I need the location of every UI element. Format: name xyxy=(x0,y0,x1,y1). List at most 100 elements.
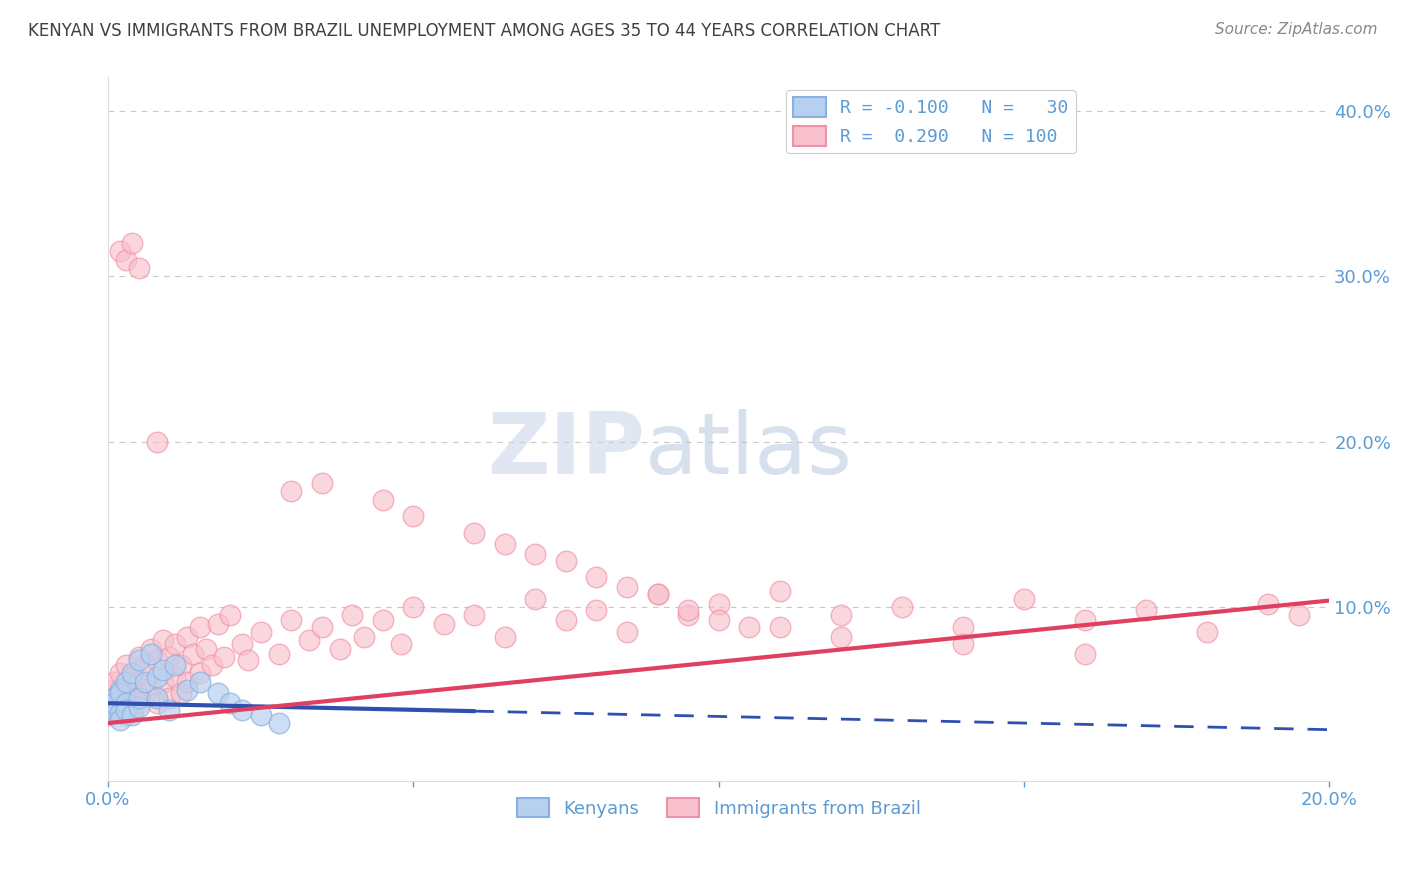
Point xyxy=(524,591,547,606)
Point xyxy=(115,658,138,673)
Point xyxy=(1135,603,1157,617)
Point xyxy=(952,620,974,634)
Point xyxy=(128,699,150,714)
Point xyxy=(585,603,607,617)
Point xyxy=(1074,614,1097,628)
Point xyxy=(329,641,352,656)
Point xyxy=(108,666,131,681)
Point xyxy=(139,647,162,661)
Point xyxy=(555,554,578,568)
Point xyxy=(121,666,143,681)
Point xyxy=(115,252,138,267)
Point xyxy=(616,580,638,594)
Point xyxy=(1074,647,1097,661)
Text: Source: ZipAtlas.com: Source: ZipAtlas.com xyxy=(1215,22,1378,37)
Point xyxy=(157,649,180,664)
Point xyxy=(188,620,211,634)
Point xyxy=(139,680,162,694)
Point xyxy=(103,696,125,710)
Point xyxy=(121,670,143,684)
Point xyxy=(433,616,456,631)
Point xyxy=(134,658,156,673)
Point xyxy=(121,691,143,706)
Point xyxy=(952,637,974,651)
Point xyxy=(128,696,150,710)
Point xyxy=(238,653,260,667)
Point xyxy=(231,637,253,651)
Point xyxy=(249,707,271,722)
Point xyxy=(769,620,792,634)
Point xyxy=(97,707,120,722)
Point xyxy=(738,620,761,634)
Point xyxy=(371,614,394,628)
Point xyxy=(165,658,187,673)
Point xyxy=(115,674,138,689)
Point xyxy=(170,686,193,700)
Point xyxy=(769,583,792,598)
Point xyxy=(108,706,131,720)
Point xyxy=(280,614,302,628)
Point xyxy=(108,682,131,697)
Point xyxy=(128,674,150,689)
Point xyxy=(267,716,290,731)
Point xyxy=(157,703,180,717)
Point xyxy=(342,608,364,623)
Point xyxy=(152,633,174,648)
Point xyxy=(103,703,125,717)
Point xyxy=(194,641,217,656)
Point xyxy=(555,614,578,628)
Point xyxy=(115,680,138,694)
Point xyxy=(146,653,169,667)
Point xyxy=(176,630,198,644)
Point xyxy=(97,699,120,714)
Point xyxy=(103,691,125,706)
Point xyxy=(201,658,224,673)
Point xyxy=(103,682,125,697)
Point xyxy=(371,492,394,507)
Point xyxy=(1257,597,1279,611)
Legend: Kenyans, Immigrants from Brazil: Kenyans, Immigrants from Brazil xyxy=(509,790,928,825)
Point xyxy=(146,691,169,706)
Point xyxy=(121,703,143,717)
Point xyxy=(176,674,198,689)
Point xyxy=(128,260,150,275)
Point xyxy=(134,686,156,700)
Point xyxy=(1197,625,1219,640)
Point xyxy=(115,696,138,710)
Point xyxy=(707,614,730,628)
Point xyxy=(1288,608,1310,623)
Point xyxy=(146,670,169,684)
Point xyxy=(219,696,242,710)
Point xyxy=(176,682,198,697)
Point xyxy=(402,600,425,615)
Point xyxy=(108,686,131,700)
Point xyxy=(212,649,235,664)
Text: atlas: atlas xyxy=(645,409,853,491)
Point xyxy=(152,663,174,677)
Text: KENYAN VS IMMIGRANTS FROM BRAZIL UNEMPLOYMENT AMONG AGES 35 TO 44 YEARS CORRELAT: KENYAN VS IMMIGRANTS FROM BRAZIL UNEMPLO… xyxy=(28,22,941,40)
Point xyxy=(311,620,333,634)
Point xyxy=(616,625,638,640)
Point xyxy=(353,630,375,644)
Point xyxy=(585,570,607,584)
Point xyxy=(207,686,229,700)
Point xyxy=(830,608,852,623)
Point xyxy=(165,637,187,651)
Point xyxy=(249,625,271,640)
Point xyxy=(152,674,174,689)
Point xyxy=(463,608,485,623)
Point xyxy=(267,647,290,661)
Point xyxy=(128,691,150,706)
Point xyxy=(165,670,187,684)
Point xyxy=(219,608,242,623)
Point xyxy=(170,658,193,673)
Point xyxy=(157,691,180,706)
Point xyxy=(103,674,125,689)
Point xyxy=(103,691,125,706)
Point xyxy=(128,653,150,667)
Point xyxy=(1012,591,1035,606)
Point xyxy=(402,509,425,524)
Point xyxy=(134,674,156,689)
Point xyxy=(103,699,125,714)
Point xyxy=(121,707,143,722)
